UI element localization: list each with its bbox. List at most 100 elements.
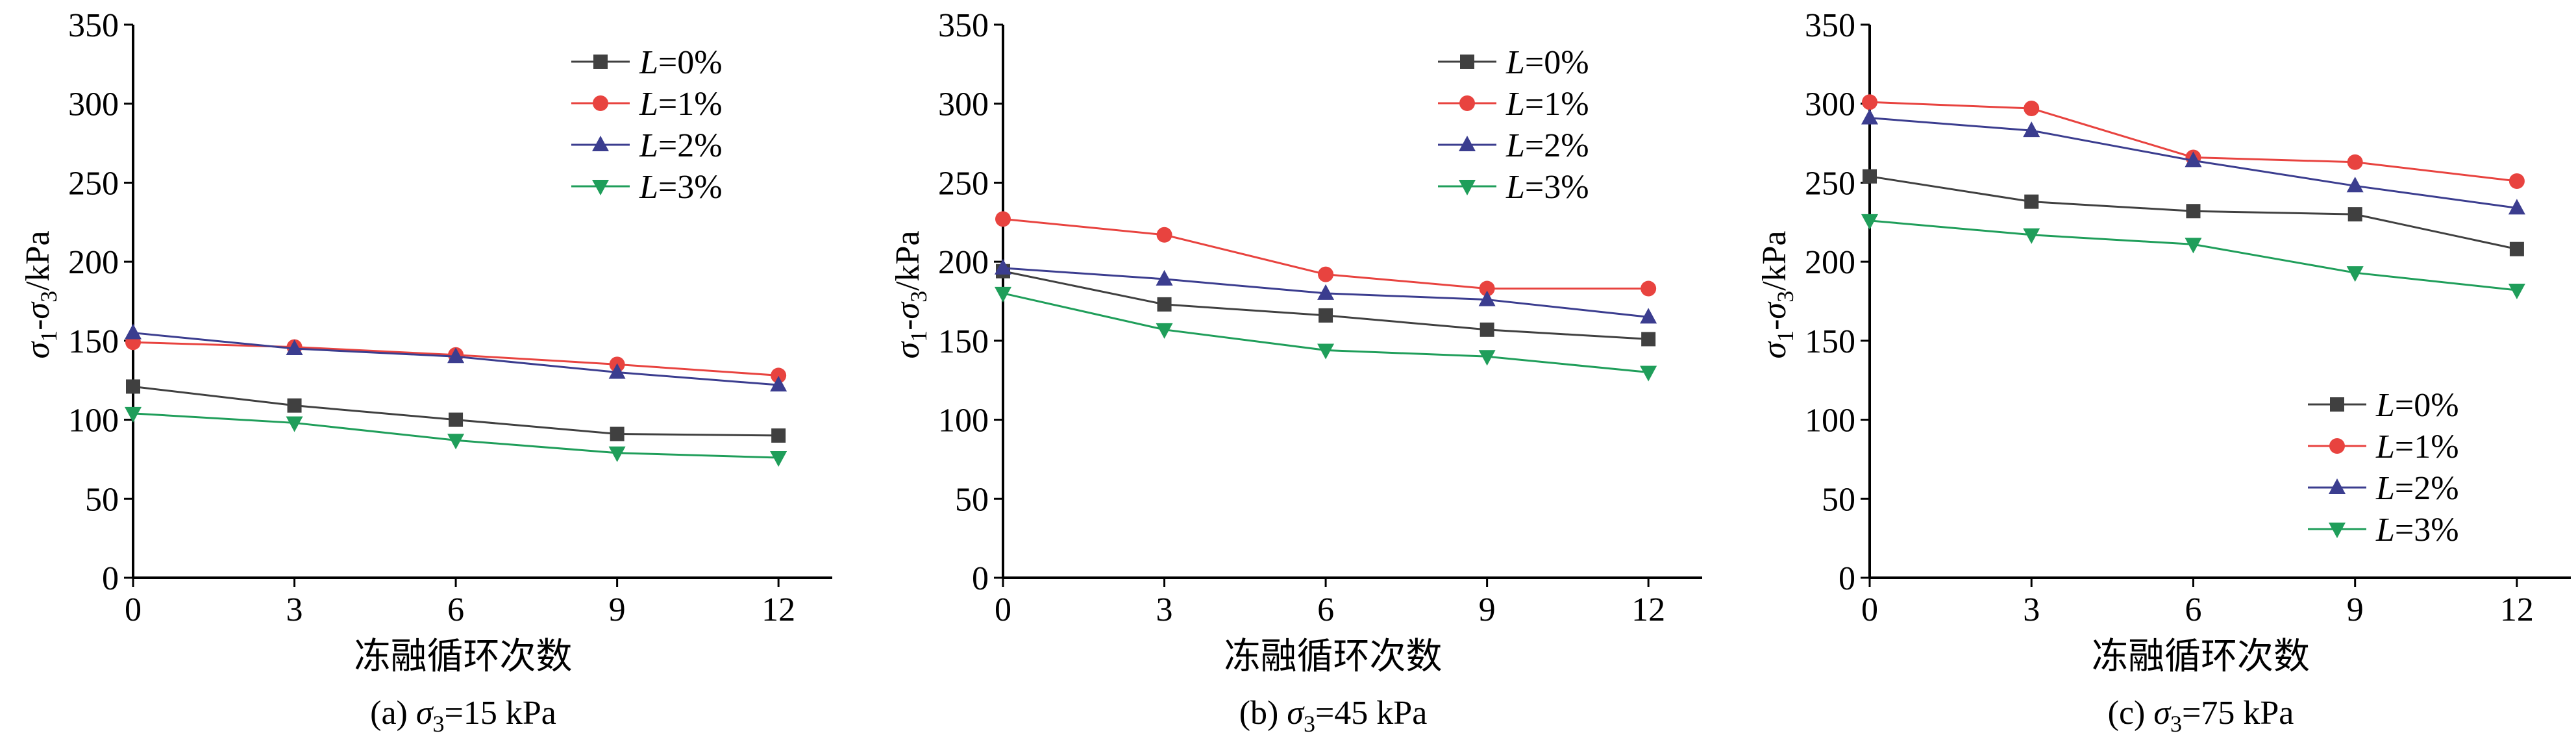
- y-tick-label: 350: [1805, 7, 1855, 44]
- caption-text: =45 kPa: [1315, 695, 1427, 732]
- data-point: [2185, 238, 2202, 254]
- data-point: [2346, 266, 2364, 282]
- legend-value: =2%: [2395, 470, 2459, 507]
- caption-text: =75 kPa: [2182, 695, 2294, 732]
- data-point: [771, 428, 786, 443]
- legend-marker: [1459, 136, 1476, 151]
- data-point: [1157, 297, 1172, 312]
- legend-value: =2%: [658, 127, 723, 164]
- x-tick-label: 3: [286, 591, 303, 628]
- data-point: [1640, 365, 1657, 382]
- data-point: [2347, 207, 2362, 222]
- data-point: [1641, 280, 1657, 297]
- legend-label: L=0%: [1505, 44, 1589, 81]
- x-tick-label: 6: [1317, 591, 1334, 628]
- data-point: [1156, 269, 1173, 286]
- y-title-unit: /kPa: [889, 230, 926, 290]
- y-title-sigma: σ: [1756, 341, 1793, 359]
- y-tick-label: 250: [68, 165, 119, 202]
- y-tick-label: 100: [1805, 402, 1855, 439]
- data-point: [1863, 169, 1877, 184]
- x-axis-title: 冻融循环次数: [1224, 637, 1443, 677]
- y-tick-label: 250: [938, 165, 989, 202]
- legend-value: =3%: [1525, 169, 1589, 206]
- y-tick-label: 300: [68, 86, 119, 123]
- legend-label: L=2%: [639, 127, 723, 164]
- data-point: [1861, 108, 1878, 125]
- y-title-sigma: σ: [1756, 301, 1793, 319]
- data-point: [2347, 154, 2363, 170]
- legend-value: =1%: [2395, 428, 2459, 465]
- caption-sub: 3: [433, 711, 445, 737]
- data-point: [1862, 94, 1877, 110]
- legend-value: =3%: [2395, 512, 2459, 549]
- data-point: [1478, 290, 1496, 306]
- data-point: [2185, 151, 2202, 167]
- x-tick-label: 3: [1156, 591, 1173, 628]
- legend-label: L=0%: [639, 44, 723, 81]
- data-point: [608, 446, 626, 462]
- data-point: [2023, 228, 2040, 244]
- data-point: [1318, 266, 1334, 282]
- data-point: [1480, 322, 1494, 337]
- legend-value: =0%: [1525, 44, 1589, 81]
- y-tick-label: 150: [938, 323, 989, 360]
- y-axis-title: σ1-σ3/kPa: [889, 230, 932, 358]
- x-tick-label: 0: [1861, 591, 1878, 628]
- y-tick-label: 150: [1805, 323, 1855, 360]
- data-point: [2186, 204, 2201, 219]
- legend: L=0%L=1%L=2%L=3%: [571, 44, 723, 206]
- x-tick-label: 12: [762, 591, 795, 628]
- legend-var: L: [639, 86, 658, 123]
- y-title-sub: 1: [36, 330, 62, 342]
- legend-label: L=3%: [1505, 169, 1589, 206]
- legend-label: L=1%: [639, 86, 723, 123]
- legend-label: L=2%: [1505, 127, 1589, 164]
- data-point: [1317, 343, 1335, 360]
- legend-var: L: [2375, 387, 2395, 424]
- y-title-sub: 3: [906, 291, 932, 303]
- series-L=2%: [995, 258, 1657, 324]
- data-point: [125, 323, 142, 340]
- y-tick-label: 250: [1805, 165, 1855, 202]
- data-point: [2024, 194, 2039, 209]
- legend-marker: [2329, 523, 2346, 538]
- legend-var: L: [639, 44, 658, 81]
- series-line: [1869, 219, 2518, 291]
- series-L=2%: [1861, 108, 2525, 215]
- legend: L=0%L=1%L=2%L=3%: [2308, 387, 2459, 549]
- y-title-unit: /kPa: [19, 230, 56, 290]
- series-L=3%: [125, 406, 787, 467]
- y-title-sub: 3: [1772, 291, 1798, 303]
- data-point: [771, 367, 787, 384]
- y-title-sigma: σ: [19, 341, 56, 359]
- y-tick-label: 200: [68, 244, 119, 281]
- data-point: [1641, 332, 1656, 347]
- x-tick-label: 9: [609, 591, 626, 628]
- legend-var: L: [2375, 470, 2395, 507]
- y-tick-label: 50: [955, 481, 989, 518]
- series-L=3%: [995, 286, 1657, 382]
- y-title-text: -: [19, 319, 56, 330]
- y-title-text: -: [889, 319, 926, 330]
- x-tick-label: 12: [1631, 591, 1665, 628]
- y-tick-label: 50: [85, 481, 119, 518]
- data-point: [1317, 284, 1335, 300]
- y-tick-label: 200: [938, 244, 989, 281]
- legend-marker: [1459, 95, 1475, 111]
- x-tick-label: 0: [995, 591, 1011, 628]
- y-title-sub: 3: [36, 291, 62, 303]
- panel-caption: (c) σ3=75 kPa: [2108, 695, 2294, 737]
- data-point: [2508, 199, 2525, 215]
- legend-value: =1%: [1525, 86, 1589, 123]
- legend-marker: [593, 55, 608, 69]
- x-tick-label: 6: [2185, 591, 2201, 628]
- data-point: [610, 427, 625, 441]
- data-point: [125, 406, 142, 423]
- legend-var: L: [1505, 169, 1525, 206]
- series-L=0%: [126, 379, 786, 443]
- legend-marker: [2330, 397, 2344, 412]
- legend-var: L: [1505, 127, 1525, 164]
